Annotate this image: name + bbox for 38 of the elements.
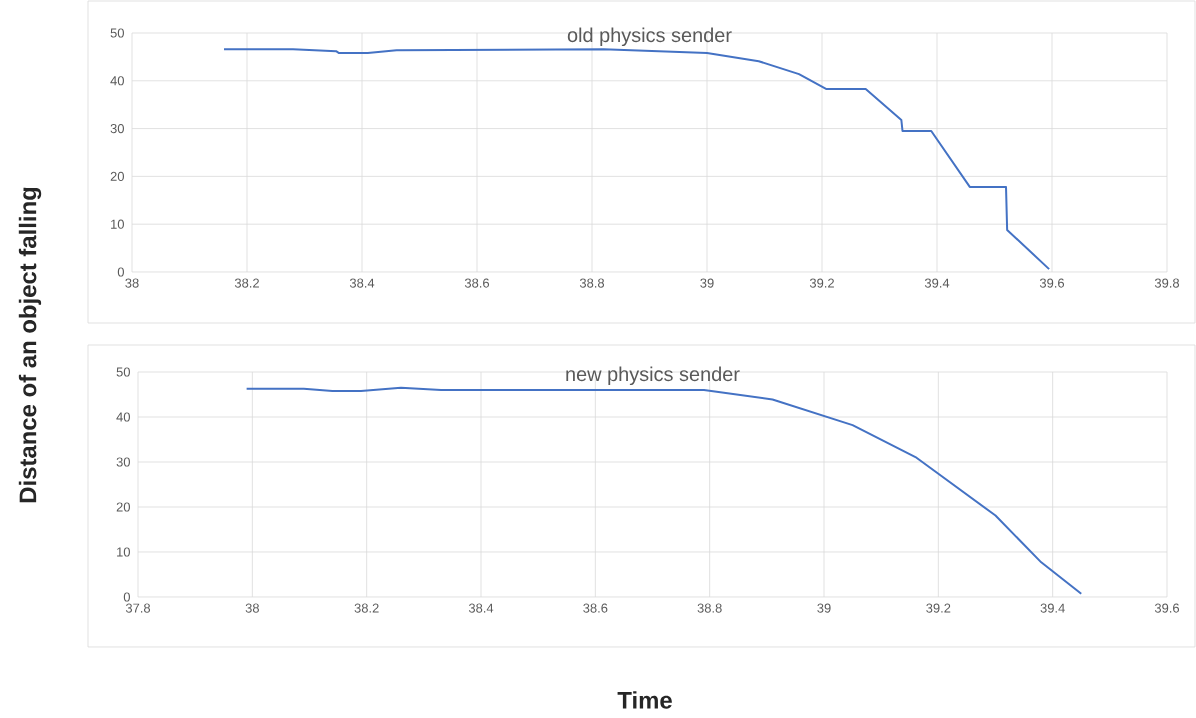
x-tick-label: 38.8 bbox=[579, 278, 605, 288]
y-tick-label: 10 bbox=[111, 219, 124, 229]
y-tick-label: 0 bbox=[117, 267, 124, 277]
chart-title: old physics sender bbox=[567, 27, 732, 47]
y-tick-label: 30 bbox=[110, 124, 124, 134]
chart-title: new physics sender bbox=[566, 366, 740, 386]
y-axis-title: Distance of an object falling bbox=[18, 187, 42, 503]
x-tick-label: 38 bbox=[245, 603, 259, 613]
x-tick-label: 39.6 bbox=[1039, 278, 1065, 288]
x-tick-label: 39.8 bbox=[1154, 278, 1180, 288]
x-tick-label: 39.2 bbox=[809, 278, 834, 288]
x-tick-label: 38.6 bbox=[464, 278, 490, 288]
x-tick-label: 39.6 bbox=[1154, 603, 1180, 613]
y-tick-label: 30 bbox=[116, 457, 130, 467]
line-series bbox=[245, 386, 1083, 595]
y-tick-label: 0 bbox=[123, 592, 130, 602]
y-tick-label: 20 bbox=[116, 502, 130, 512]
x-tick-label: 38.8 bbox=[697, 603, 722, 613]
x-tick-label: 39 bbox=[700, 278, 714, 288]
y-tick-label: 40 bbox=[110, 76, 124, 86]
x-tick-label: 39 bbox=[817, 603, 831, 613]
line-series bbox=[223, 48, 1051, 271]
x-tick-label: 38.4 bbox=[468, 603, 494, 613]
y-tick-label: 40 bbox=[116, 412, 130, 422]
x-tick-label: 38 bbox=[125, 278, 139, 288]
x-tick-label: 38.2 bbox=[354, 603, 379, 613]
x-tick-label: 39.4 bbox=[924, 278, 950, 288]
y-tick-label: 20 bbox=[110, 171, 124, 181]
y-tick-label: 50 bbox=[116, 367, 130, 377]
y-tick-label: 50 bbox=[110, 28, 124, 38]
x-tick-label: 39.4 bbox=[1040, 603, 1065, 613]
x-tick-label: 37.8 bbox=[125, 603, 151, 613]
x-tick-label: 38.2 bbox=[234, 278, 259, 288]
x-tick-label: 38.4 bbox=[349, 278, 375, 288]
x-tick-label: 39.2 bbox=[926, 603, 951, 613]
x-axis-title: Time bbox=[617, 691, 672, 709]
y-tick-label: 10 bbox=[117, 547, 130, 557]
x-tick-label: 38.6 bbox=[583, 603, 608, 613]
